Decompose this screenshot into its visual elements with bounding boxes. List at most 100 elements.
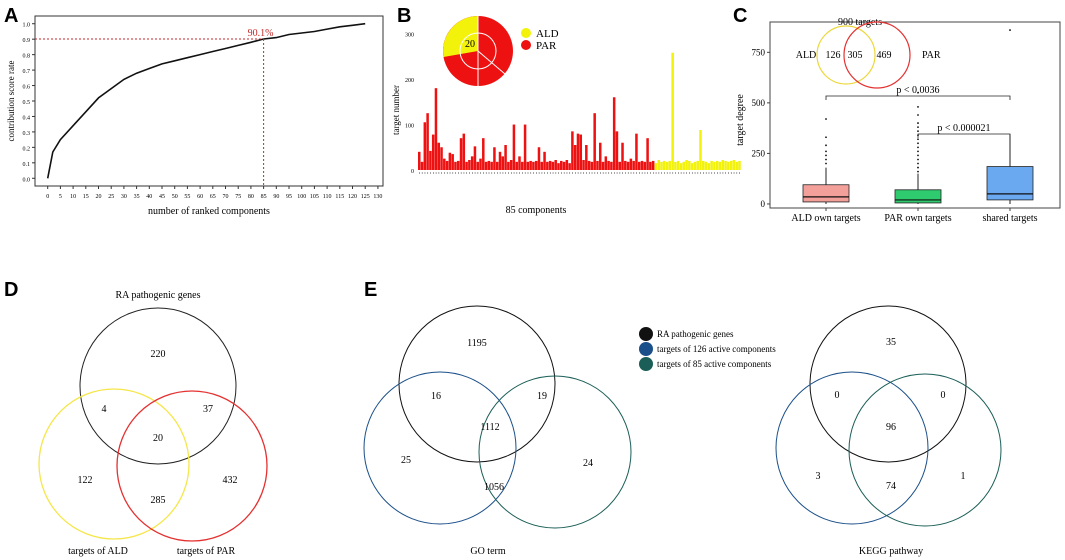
panel-c-plot-frame xyxy=(769,21,1061,209)
venn-kegg-right-top: 0 xyxy=(941,390,946,401)
venn-go-caption: GO term xyxy=(470,546,505,557)
a-x-tick-label: 15 xyxy=(83,194,89,200)
b-bar xyxy=(504,145,507,170)
a-x-tick-label: 65 xyxy=(210,194,216,200)
b-bar xyxy=(690,163,694,170)
panel-c-y-ticks: 0 250 500 750 xyxy=(752,47,770,209)
a-x-tick-label: 115 xyxy=(335,194,344,200)
b-bar xyxy=(582,160,585,170)
b-bar xyxy=(671,52,674,171)
venn-go-left-top: 16 xyxy=(431,391,441,402)
b-bar xyxy=(546,161,549,170)
b-bar xyxy=(663,160,666,170)
a-x-tick-label: 110 xyxy=(323,194,332,200)
venn-d-ra-circle xyxy=(79,307,237,465)
b-bar xyxy=(604,156,608,170)
a-x-tick-label: 30 xyxy=(121,194,127,200)
a-y-tick-label: 0.6 xyxy=(23,85,31,91)
c-y-tick-label: 500 xyxy=(752,98,766,108)
panel-b-pie-inset: 20 xyxy=(443,16,513,86)
c-x-tick-label: PAR own targets xyxy=(884,213,951,224)
b-bar xyxy=(448,152,452,170)
b-bar xyxy=(674,161,677,170)
b-bar xyxy=(640,160,644,170)
a-x-tick-label: 105 xyxy=(310,194,319,200)
b-bar xyxy=(493,147,496,170)
venn-go-85-circle xyxy=(478,375,632,529)
b-bar xyxy=(629,158,633,170)
b-bar xyxy=(440,147,443,170)
b-bar xyxy=(596,160,599,170)
b-bar xyxy=(718,161,722,170)
venn-kegg-center: 96 xyxy=(886,422,896,433)
venn-kegg-left-only: 3 xyxy=(816,471,821,482)
venn-go-left-only: 25 xyxy=(401,455,411,466)
b-bar xyxy=(598,142,602,170)
panel-b-y-ticks: 0 100 200 300 xyxy=(405,33,414,175)
panel-c-venn-par-circle xyxy=(843,21,911,89)
b-bar xyxy=(540,161,544,170)
venn-go-126-circle xyxy=(363,371,517,525)
b-bar xyxy=(437,142,440,170)
b-bar xyxy=(657,160,660,170)
b-bar xyxy=(484,161,488,170)
b-bar xyxy=(529,160,532,170)
panel-label-c: C xyxy=(733,5,747,27)
b-bar xyxy=(593,113,596,170)
b-bar xyxy=(451,154,454,170)
c-box xyxy=(894,189,942,204)
b-bar xyxy=(443,158,446,170)
c-outlier xyxy=(917,146,919,149)
b-bar xyxy=(612,97,616,170)
venn-d-par-circle xyxy=(116,390,268,542)
b-bar xyxy=(515,161,518,170)
a-x-tick-label: 50 xyxy=(172,194,178,200)
b-bar xyxy=(685,160,688,170)
panel-d-venn: RA pathogenic genes 220 4 37 20 122 285 … xyxy=(38,290,268,557)
c-y-tick-label: 750 xyxy=(752,47,766,57)
c-box xyxy=(986,166,1034,201)
b-bar xyxy=(682,161,686,170)
b-bar xyxy=(462,133,466,170)
b-bar xyxy=(459,138,463,170)
b-bar xyxy=(523,124,527,170)
c-outlier xyxy=(825,150,827,153)
b-bar xyxy=(590,161,594,170)
b-bar xyxy=(498,151,502,170)
b-bar xyxy=(562,161,566,170)
b-bar xyxy=(571,131,574,170)
a-x-tick-label: 90 xyxy=(273,194,279,200)
b-bar xyxy=(713,161,716,170)
c-outlier xyxy=(917,166,919,169)
panel-b-chart: 0 100 200 300 target number 85 components 2… xyxy=(391,16,741,216)
a-y-tick-label: 0.7 xyxy=(23,69,31,75)
c-outlier xyxy=(917,138,919,141)
b-bar xyxy=(607,160,610,170)
panel-b-legend: ALD PAR xyxy=(521,28,559,52)
b-bar xyxy=(626,161,630,170)
b-bar xyxy=(560,160,563,170)
b-bar xyxy=(537,147,541,170)
c-y-tick-label: 0 xyxy=(761,199,766,209)
a-x-tick-label: 10 xyxy=(70,194,76,200)
c-outlier xyxy=(825,136,827,139)
b-bar xyxy=(482,138,485,170)
b-bar xyxy=(735,161,738,170)
b-bar xyxy=(688,160,691,170)
a-x-tick-label: 45 xyxy=(159,194,165,200)
b-bar xyxy=(476,161,479,170)
a-x-tick-label: 55 xyxy=(184,194,190,200)
b-bar xyxy=(420,161,424,170)
b-bar xyxy=(676,160,680,170)
panel-a-chart: 0.0 0.1 0.2 0.3 0.4 0.5 0.6 0.7 0.8 0.9 1.0 0 5 10 15… xyxy=(6,15,384,217)
panel-c-chart: 0 250 500 750 ALD own targets PAR own target… xyxy=(735,17,1061,224)
b-bar xyxy=(585,145,588,170)
c-x-tick-label: shared targets xyxy=(982,213,1037,224)
a-y-tick-label: 0.0 xyxy=(23,177,31,183)
c-outlier xyxy=(917,130,919,133)
b-y-tick-label: 300 xyxy=(405,33,414,39)
panel-c-venn-title: 900 targets xyxy=(838,17,882,28)
b-bar xyxy=(649,161,652,170)
venn-d-ald-circle xyxy=(38,388,190,540)
